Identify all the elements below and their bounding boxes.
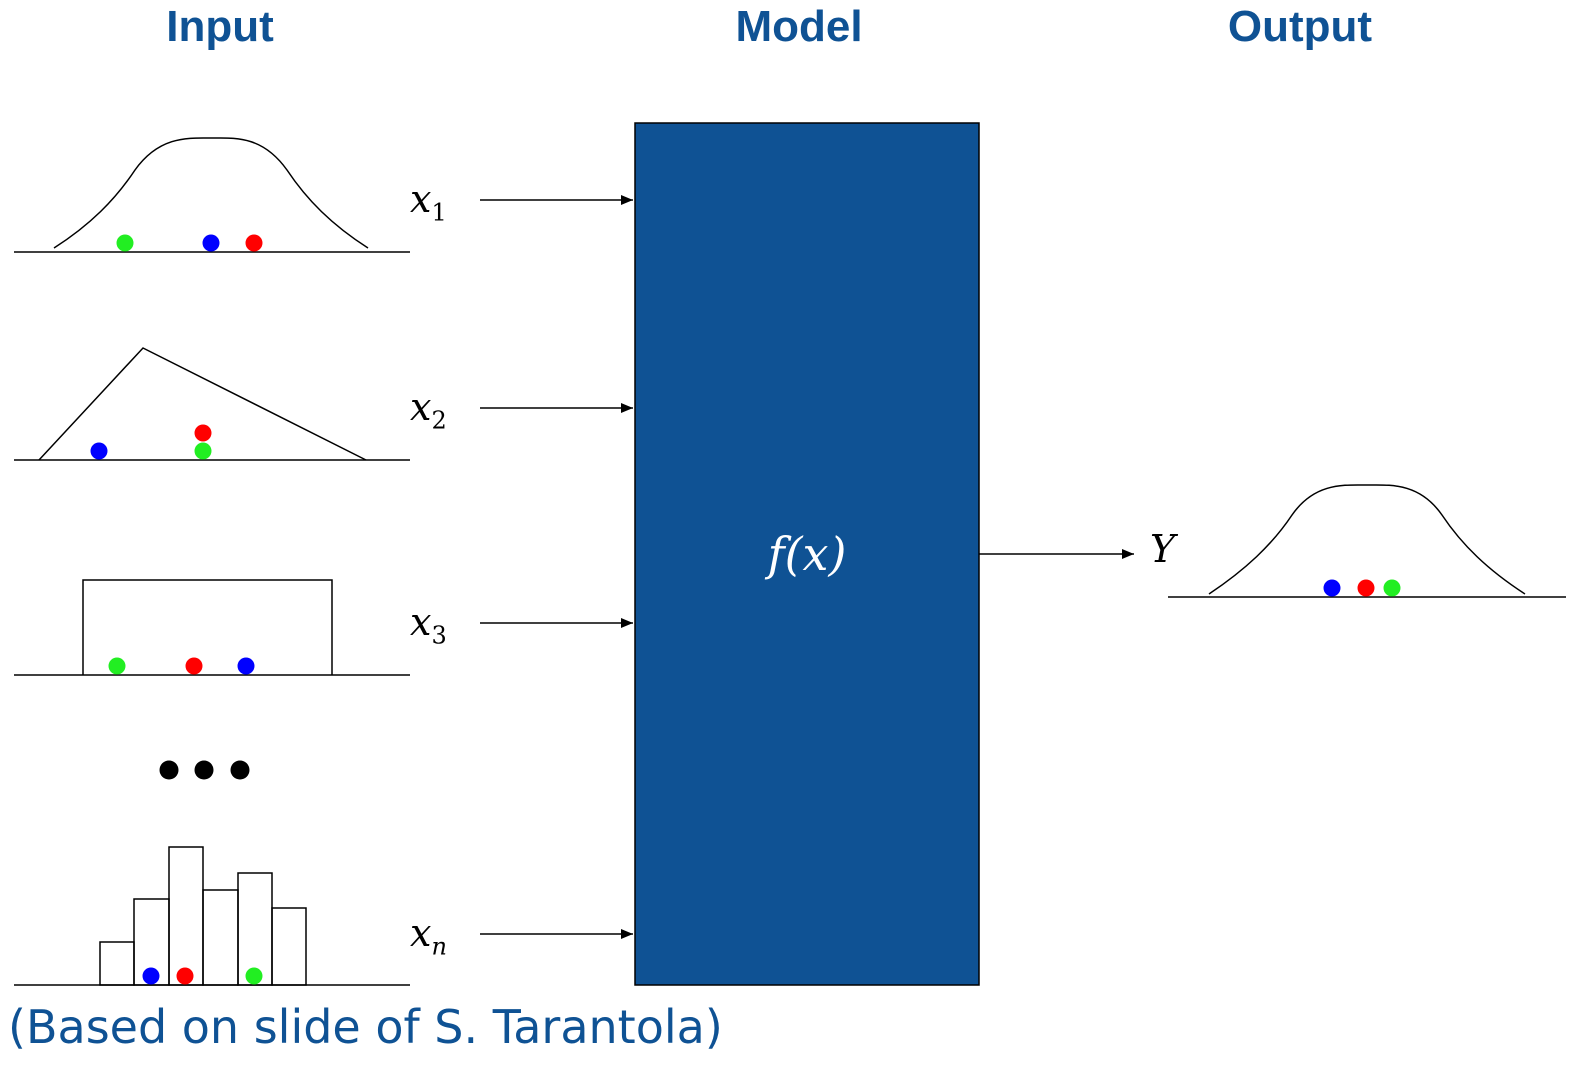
histogram-bar: [99, 941, 135, 986]
label-xn: xn: [410, 911, 447, 961]
sample-dot-green: [194, 442, 212, 460]
output-distribution: [1168, 484, 1566, 598]
sample-dot-red: [176, 967, 194, 985]
label-x1: x1: [410, 177, 447, 227]
model-box: [634, 122, 980, 986]
header-output: Output: [1227, 2, 1373, 51]
sample-dot-blue: [142, 967, 160, 985]
bell-curve: [1208, 484, 1526, 595]
label-x2: x2: [410, 385, 447, 435]
source-caption: (Based on slide of S. Tarantola): [8, 1000, 723, 1054]
input-arrows: [480, 195, 633, 939]
ellipsis-icon: [159, 760, 250, 780]
sample-dot-red: [245, 234, 263, 252]
sample-dot-green: [245, 967, 263, 985]
sample-dot-red: [185, 657, 203, 675]
sample-dot-blue: [202, 234, 220, 252]
sample-dot-blue: [237, 657, 255, 675]
sample-dot-blue: [90, 442, 108, 460]
header-model: Model: [735, 2, 863, 51]
histogram-bar: [202, 889, 239, 986]
label-x3: x3: [410, 600, 447, 650]
sample-dot-red: [194, 424, 212, 442]
label-output-y: Y: [1150, 527, 1176, 571]
rectangle: [82, 579, 333, 675]
sample-dot-green: [1383, 579, 1401, 597]
sample-dot-red: [1357, 579, 1375, 597]
input-distribution-normal: [14, 137, 410, 253]
bell-curve: [53, 137, 369, 249]
sample-dot-green: [116, 234, 134, 252]
header-input: Input: [166, 2, 274, 51]
input-distribution-uniform: [14, 579, 410, 676]
triangle: [38, 347, 367, 461]
histogram-bar: [168, 846, 204, 986]
histogram-bar: [271, 907, 307, 986]
input-distribution-histogram: [14, 846, 410, 986]
sample-dot-green: [108, 657, 126, 675]
input-distribution-triangular: [14, 347, 410, 461]
sample-dot-blue: [1323, 579, 1341, 597]
